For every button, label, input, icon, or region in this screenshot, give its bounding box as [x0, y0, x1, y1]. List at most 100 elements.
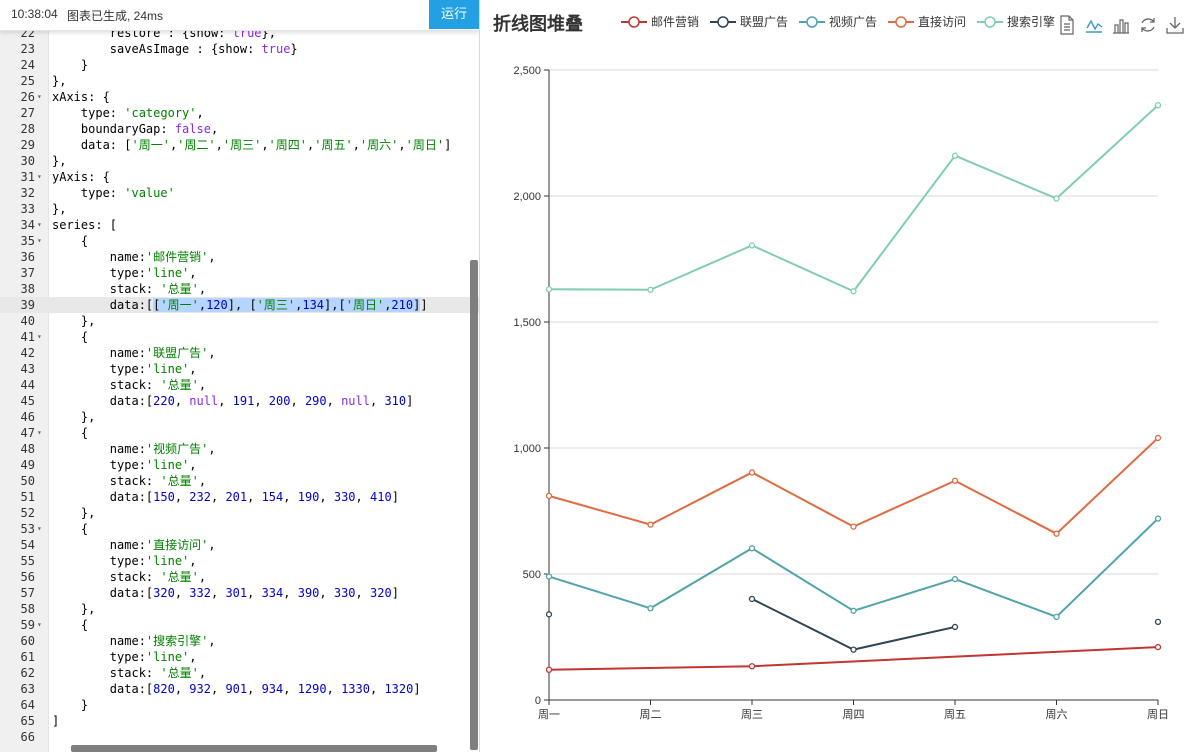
x-tick-label: 周六 [1046, 708, 1068, 721]
code-line[interactable]: 38 stack: '总量', [0, 281, 479, 297]
code-line[interactable]: 32 type: 'value' [0, 185, 479, 201]
restore-icon[interactable] [1137, 14, 1159, 36]
code-line[interactable]: 64 } [0, 697, 479, 713]
code-line[interactable]: 48 name:'视频广告', [0, 441, 479, 457]
data-point[interactable] [951, 623, 959, 631]
code-line[interactable]: 41 ▾ { [0, 329, 479, 345]
code-line[interactable]: 27 type: 'category', [0, 105, 479, 121]
code-text: }, [52, 202, 67, 216]
code-line[interactable]: 25}, [0, 73, 479, 89]
line-chart-icon[interactable] [1083, 14, 1105, 36]
code-line[interactable]: 65] [0, 713, 479, 729]
code-line[interactable]: 57 data:[320, 332, 301, 334, 390, 330, 3… [0, 585, 479, 601]
data-point[interactable] [951, 152, 959, 159]
code-line[interactable]: 54 name:'直接访问', [0, 537, 479, 553]
fold-toggle-icon[interactable]: ▾ [37, 236, 42, 245]
data-view-icon[interactable] [1056, 14, 1078, 36]
code-line[interactable]: 39 data:[['周一',120], ['周三',134],['周日',21… [0, 297, 479, 313]
code-line[interactable]: 34 ▾ series: [ [0, 217, 479, 233]
fold-toggle-icon[interactable]: ▾ [37, 620, 42, 629]
run-button[interactable]: 运行 [429, 0, 479, 29]
code-line[interactable]: 53 ▾ { [0, 521, 479, 537]
code-area[interactable]: 22 restore : {show: true}, 23 saveAsImage… [0, 22, 479, 752]
code-line[interactable]: 42 name:'联盟广告', [0, 345, 479, 361]
fold-toggle-icon[interactable]: ▾ [37, 428, 42, 437]
data-point[interactable] [1053, 195, 1060, 202]
code-line[interactable]: 36 name:'邮件营销', [0, 249, 479, 265]
code-line[interactable]: 60 name:'搜索引擎', [0, 633, 479, 649]
code-line[interactable]: 62 stack: '总量', [0, 665, 479, 681]
code-line[interactable]: 63 data:[820, 932, 901, 934, 1290, 1330,… [0, 681, 479, 697]
data-point[interactable] [951, 575, 959, 583]
data-point[interactable] [850, 607, 857, 614]
code-line[interactable]: 33}, [0, 201, 479, 217]
code-text: }, [52, 410, 96, 424]
bar-chart-icon[interactable] [1110, 14, 1132, 36]
code-line[interactable]: 49 type:'line', [0, 457, 479, 473]
data-point[interactable] [1154, 618, 1162, 626]
code-line[interactable]: 26 ▾ xAxis: { [0, 89, 479, 105]
data-point[interactable] [1053, 530, 1060, 537]
code-line[interactable]: 43 type:'line', [0, 361, 479, 377]
code-line[interactable]: 56 stack: '总量', [0, 569, 479, 585]
data-point[interactable] [545, 286, 553, 293]
code-line[interactable]: 31 ▾ yAxis: { [0, 169, 479, 185]
data-point[interactable] [647, 605, 654, 612]
data-point[interactable] [1154, 515, 1162, 522]
data-point[interactable] [748, 242, 756, 249]
code-line[interactable]: 66 [0, 729, 479, 745]
code-line[interactable]: 44 stack: '总量', [0, 377, 479, 393]
fold-toggle-icon[interactable]: ▾ [37, 220, 42, 229]
data-point[interactable] [647, 521, 654, 528]
code-line[interactable]: 37 type:'line', [0, 265, 479, 281]
code-line[interactable]: 58 }, [0, 601, 479, 617]
data-point[interactable] [647, 286, 654, 293]
data-point[interactable] [850, 523, 857, 530]
code-line[interactable]: 59 ▾ { [0, 617, 479, 633]
fold-toggle-icon[interactable]: ▾ [37, 332, 42, 341]
data-point[interactable] [545, 573, 553, 580]
code-line[interactable]: 46 }, [0, 409, 479, 425]
data-point[interactable] [1154, 643, 1162, 651]
legend-item[interactable]: 视频广告 [798, 12, 884, 32]
data-point[interactable] [1154, 102, 1162, 109]
code-line[interactable]: 50 stack: '总量', [0, 473, 479, 489]
legend-item[interactable]: 联盟广告 [709, 12, 795, 32]
code-line[interactable]: 29 data: ['周一','周二','周三','周四','周五','周六',… [0, 137, 479, 153]
code-line[interactable]: 35 ▾ { [0, 233, 479, 249]
data-point[interactable] [545, 666, 553, 673]
code-line[interactable]: 51 data:[150, 232, 201, 154, 190, 330, 4… [0, 489, 479, 505]
fold-toggle-icon[interactable]: ▾ [37, 92, 42, 101]
horizontal-scrollbar[interactable] [71, 745, 437, 752]
code-line[interactable]: 45 data:[220, null, 191, 200, 290, null,… [0, 393, 479, 409]
code-line[interactable]: 28 boundaryGap: false, [0, 121, 479, 137]
data-point[interactable] [748, 545, 756, 552]
fold-toggle-icon[interactable]: ▾ [37, 524, 42, 533]
data-point[interactable] [951, 477, 959, 484]
data-point[interactable] [1053, 613, 1060, 620]
data-point[interactable] [748, 469, 756, 476]
code-line[interactable]: 24 } [0, 57, 479, 73]
code-line[interactable]: 23 saveAsImage : {show: true} [0, 41, 479, 57]
code-line[interactable]: 47 ▾ { [0, 425, 479, 441]
data-point[interactable] [748, 595, 756, 603]
code-line[interactable]: 40 }, [0, 313, 479, 329]
legend-item[interactable]: 邮件营销 [620, 12, 706, 32]
line-number: 41 [20, 330, 35, 344]
code-line[interactable]: 30}, [0, 153, 479, 169]
code-line[interactable]: 52 }, [0, 505, 479, 521]
legend-item[interactable]: 直接访问 [887, 12, 973, 32]
data-point[interactable] [545, 611, 553, 618]
data-point[interactable] [1154, 434, 1162, 442]
legend-item[interactable]: 搜索引擎 [976, 12, 1062, 32]
save-image-icon[interactable] [1164, 14, 1186, 36]
vertical-scrollbar[interactable] [470, 260, 478, 750]
data-point[interactable] [748, 663, 756, 670]
data-point[interactable] [850, 646, 857, 653]
code-line[interactable]: 55 type:'line', [0, 553, 479, 569]
fold-toggle-icon[interactable]: ▾ [37, 172, 42, 181]
data-point[interactable] [850, 288, 857, 295]
data-point[interactable] [545, 492, 553, 500]
line-number: 50 [20, 474, 35, 488]
code-line[interactable]: 61 type:'line', [0, 649, 479, 665]
